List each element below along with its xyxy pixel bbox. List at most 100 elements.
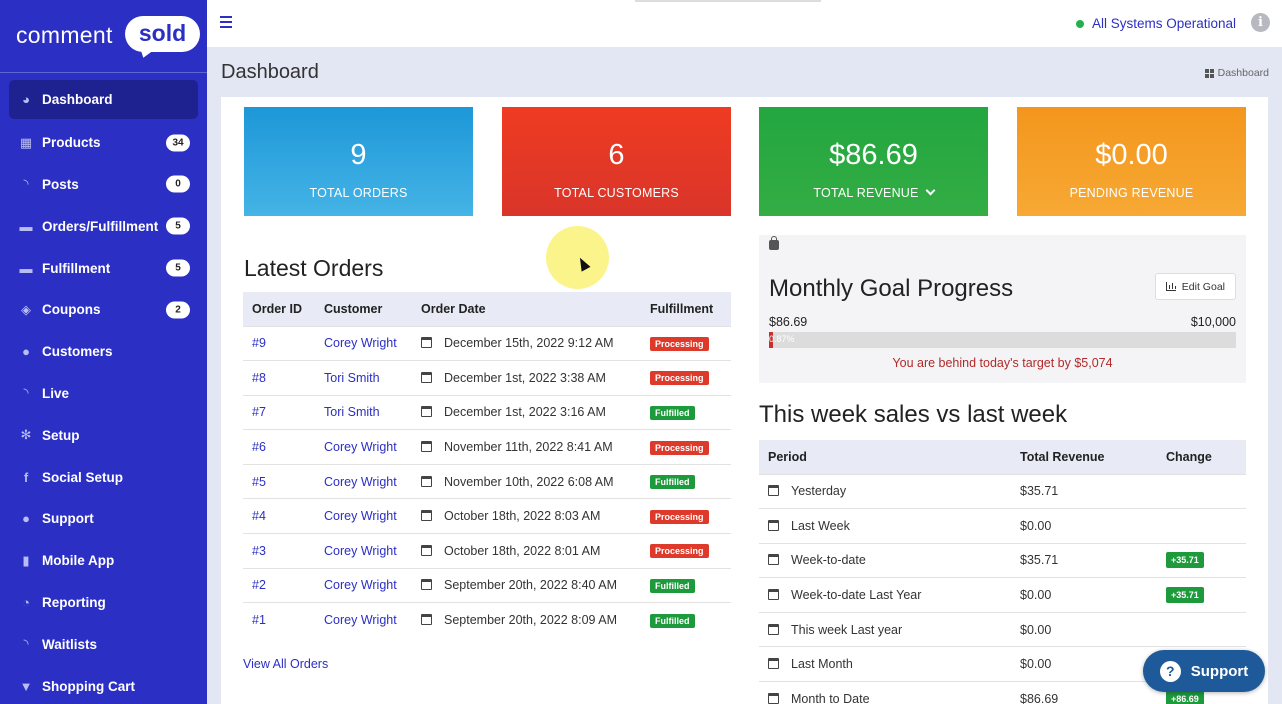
sidebar-item-fulfillment[interactable]: ▬ Fulfillment 5 [9, 247, 198, 289]
order-id-link[interactable]: #3 [252, 543, 266, 558]
fulfillment-status-badge: Processing [650, 336, 709, 351]
calendar-icon [768, 485, 779, 497]
table-row: Week-to-date Last Year $0.00 +35.71 [759, 577, 1246, 613]
total-revenue-label-row: TOTAL REVENUE [759, 185, 988, 200]
sidebar-item-dashboard[interactable]: ◕ Dashboard [9, 80, 198, 119]
order-id-link[interactable]: #1 [252, 613, 266, 628]
customer-link[interactable]: Corey Wright [324, 440, 397, 455]
chat-icon: ● [22, 511, 30, 527]
period-label: Month to Date [791, 692, 870, 704]
calendar-icon [421, 579, 432, 591]
calendar-icon [768, 658, 779, 670]
calendar-icon [768, 554, 779, 566]
calendar-icon [421, 614, 432, 626]
pending-revenue-label: PENDING REVENUE [1069, 186, 1194, 200]
edit-goal-button[interactable]: Edit Goal [1154, 273, 1236, 300]
monthly-goal-box: Monthly Goal Progress Edit Goal $86.69 $… [759, 235, 1246, 383]
calendar-icon [768, 519, 779, 531]
dashboard-icon: ◕ [22, 92, 30, 107]
sidebar-divider [0, 72, 207, 73]
sidebar-item-label: Shopping Cart [42, 678, 135, 694]
sidebar-item-label: Social Setup [42, 469, 124, 485]
latest-orders-table: Order ID Customer Order Date Fulfillment… [243, 292, 731, 638]
table-row: #4 Corey Wright October 18th, 2022 8:03 AM… [243, 498, 731, 534]
total-revenue-label: TOTAL REVENUE [813, 186, 919, 200]
total-customers-card[interactable]: 6 TOTAL CUSTOMERS [502, 107, 731, 216]
customer-link[interactable]: Corey Wright [324, 509, 397, 524]
customer-link[interactable]: Corey Wright [324, 613, 397, 628]
order-id-link[interactable]: #5 [252, 474, 266, 489]
user-icon: ● [22, 344, 30, 360]
sidebar-item-customers[interactable]: ● Customers [9, 331, 198, 373]
goal-progress-fill [769, 332, 774, 348]
chevron-down-icon[interactable] [925, 185, 936, 196]
commentsold-logo[interactable]: comment sold [16, 14, 200, 61]
lock-icon[interactable] [769, 236, 779, 250]
order-date: November 10th, 2022 6:08 AM [444, 474, 614, 489]
sidebar-item-social-setup[interactable]: f Social Setup [9, 456, 198, 498]
order-id-link[interactable]: #4 [252, 509, 266, 524]
table-row: #1 Corey Wright September 20th, 2022 8:09 … [243, 602, 731, 638]
total-revenue-card[interactable]: $86.69 TOTAL REVENUE [759, 107, 988, 216]
sidebar-item-waitlists[interactable]: ◝ Waitlists [9, 623, 198, 665]
column-change: Change [1157, 440, 1246, 474]
customer-link[interactable]: Corey Wright [324, 543, 397, 558]
table-row: #7 Tori Smith December 1st, 2022 3:16 AM Fu… [243, 394, 731, 430]
sidebar-item-orders-fulfillment[interactable]: ▬ Orders/Fulfillment 5 [9, 205, 198, 247]
calendar-icon [421, 475, 432, 487]
period-label: Last Week [791, 518, 850, 533]
period-revenue: $0.00 [1020, 622, 1052, 637]
sidebar-item-label: Products [42, 135, 101, 151]
period-revenue: $35.71 [1020, 484, 1059, 499]
table-header-row: Period Total Revenue Change [759, 440, 1246, 474]
system-status[interactable]: All Systems Operational [1075, 16, 1236, 31]
customer-link[interactable]: Corey Wright [324, 578, 397, 593]
order-date: October 18th, 2022 8:01 AM [444, 543, 601, 558]
total-orders-value: 9 [350, 139, 367, 171]
sidebar-item-setup[interactable]: ✻ Setup [9, 414, 198, 456]
calendar-icon [421, 337, 432, 349]
sidebar-item-products[interactable]: ▦ Products 34 [9, 122, 198, 164]
goal-title: Monthly Goal Progress [769, 275, 1014, 302]
sidebar-item-live[interactable]: ◝ Live [9, 373, 198, 415]
total-orders-label: TOTAL ORDERS [309, 186, 408, 200]
period-revenue: $0.00 [1020, 657, 1052, 672]
fulfillment-status-badge: Fulfilled [650, 405, 695, 420]
sidebar-item-coupons[interactable]: ◈ Coupons 2 [9, 289, 198, 331]
info-icon[interactable]: i [1251, 13, 1270, 32]
calendar-icon [768, 693, 779, 704]
sidebar-item-support[interactable]: ● Support [9, 498, 198, 540]
sidebar-item-label: Reporting [42, 594, 106, 610]
sidebar-item-reporting[interactable]: ◔ Reporting [9, 582, 198, 624]
facebook-icon: f [23, 469, 29, 485]
breadcrumb[interactable]: Dashboard [1204, 67, 1269, 79]
order-id-link[interactable]: #6 [252, 440, 266, 455]
total-orders-card[interactable]: 9 TOTAL ORDERS [244, 107, 473, 216]
sidebar-item-mobile-app[interactable]: ▮ Mobile App [9, 540, 198, 582]
order-id-link[interactable]: #7 [252, 405, 266, 420]
support-button[interactable]: ? Support [1143, 650, 1265, 692]
bar-chart-icon [1165, 282, 1177, 291]
order-id-link[interactable]: #9 [252, 336, 266, 351]
customer-link[interactable]: Corey Wright [324, 474, 397, 489]
table-row: Last Week $0.00 [759, 508, 1246, 544]
customer-link[interactable]: Tori Smith [324, 370, 380, 385]
goal-progress-bar: 0.87% [769, 332, 1236, 348]
customer-link[interactable]: Tori Smith [324, 405, 380, 420]
order-id-link[interactable]: #2 [252, 578, 266, 593]
sidebar-item-label: Waitlists [42, 636, 98, 652]
sidebar-item-shopping-cart[interactable]: ▼ Shopping Cart [9, 665, 198, 704]
customer-link[interactable]: Corey Wright [324, 336, 397, 351]
pending-revenue-card[interactable]: $0.00 PENDING REVENUE [1017, 107, 1246, 216]
view-all-orders-link[interactable]: View All Orders [243, 657, 329, 671]
sidebar-item-posts[interactable]: ◝ Posts 0 [9, 164, 198, 206]
top-divider [635, 0, 821, 2]
goal-target-value: $10,000 [1190, 315, 1236, 329]
count-badge: 5 [166, 217, 190, 235]
order-id-link[interactable]: #8 [252, 370, 266, 385]
edit-goal-label: Edit Goal [1181, 280, 1225, 293]
hamburger-menu-icon[interactable] [220, 16, 232, 28]
table-row: #2 Corey Wright September 20th, 2022 8:40 … [243, 567, 731, 603]
sidebar-item-label: Posts [42, 176, 79, 192]
period-revenue: $0.00 [1020, 518, 1052, 533]
